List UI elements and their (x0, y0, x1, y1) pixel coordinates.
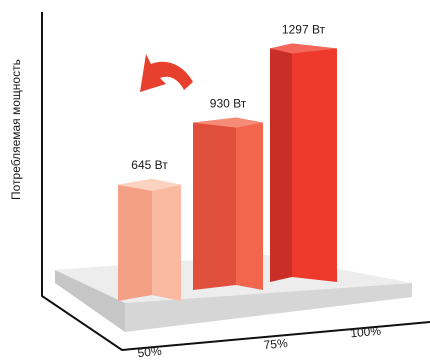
bar-top-face (118, 178, 181, 191)
bar-right-face (152, 178, 181, 301)
bar-top-face (193, 117, 263, 128)
bar-left-face (118, 178, 152, 301)
curved-arrow-left-icon (140, 54, 193, 92)
bar-right-face (236, 117, 263, 290)
bar-left-face (193, 117, 236, 290)
value-label: 1297 Вт (282, 23, 326, 37)
bar-50% (118, 178, 181, 301)
x-tick-label: 75% (263, 336, 288, 352)
value-label: 930 Вт (210, 97, 247, 111)
value-label: 645 Вт (131, 158, 168, 172)
platform-side (55, 270, 125, 332)
platform-front (125, 283, 412, 332)
bar-100% (270, 43, 337, 282)
y-axis-label: Потребляемая мощность (9, 59, 23, 200)
x-tick-label: 100% (350, 324, 382, 341)
axis-line (41, 12, 430, 352)
x-tick-labels: 50% 75% 100% (137, 324, 382, 360)
bar-top-face (270, 43, 337, 54)
bar-left-face (270, 43, 292, 282)
bar-75% (193, 117, 263, 290)
value-labels: 645 Вт 930 Вт 1297 Вт (131, 23, 325, 172)
bar-right-face (292, 43, 337, 282)
chart-axes (41, 12, 430, 352)
x-tick-label: 50% (137, 344, 163, 360)
annotation-arrow (140, 54, 193, 92)
bar-series (118, 43, 337, 301)
